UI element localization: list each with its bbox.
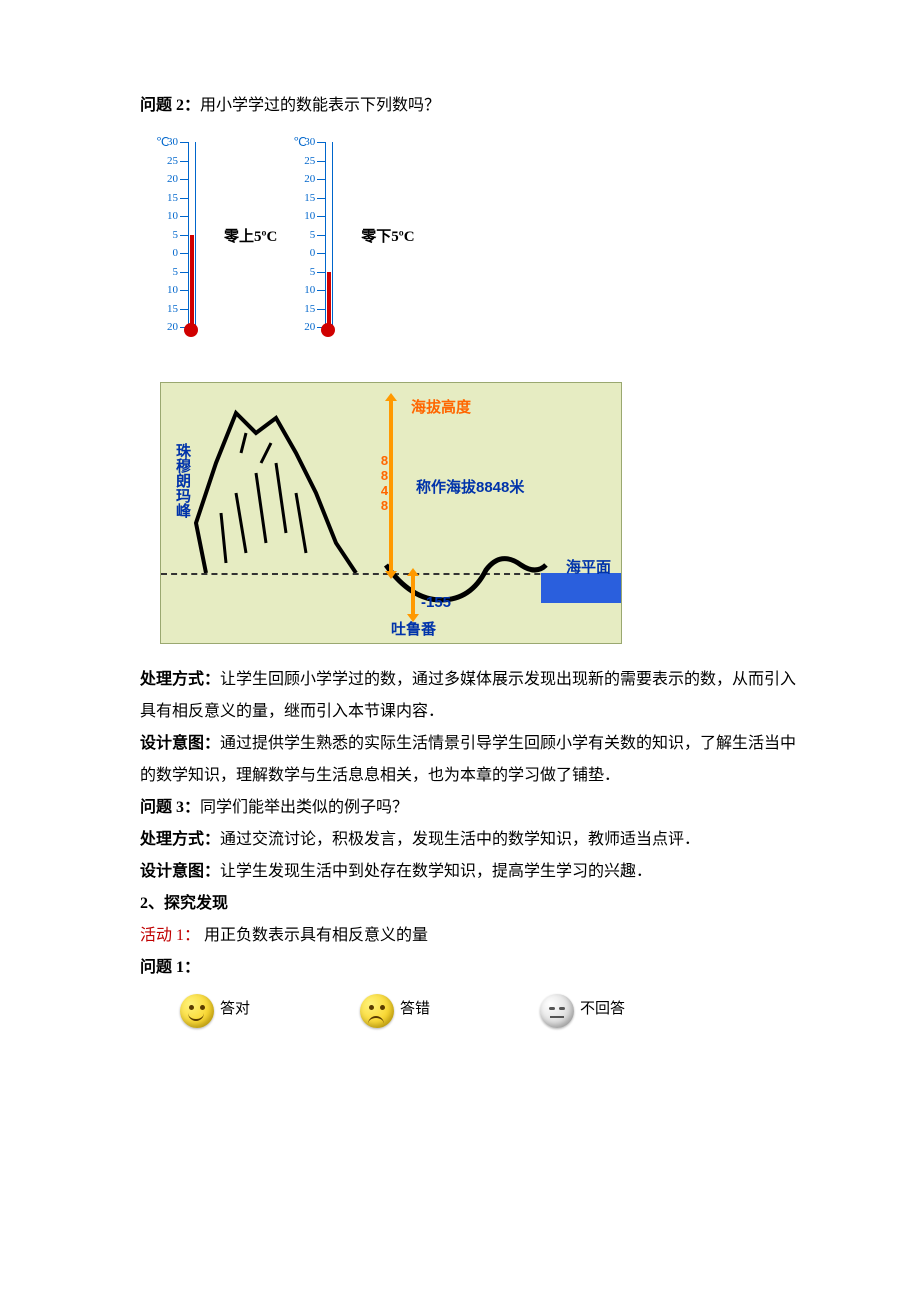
thermometer-right-label: 零下5ºC: [361, 222, 414, 252]
sad-face-icon: [360, 994, 394, 1028]
sad-label: 答错: [400, 994, 430, 1028]
neutral-label: 不回答: [580, 994, 625, 1028]
emoji-sad-item: 答错: [360, 994, 430, 1028]
question-1b-label: 问题 1：: [140, 952, 800, 984]
neutral-face-icon: [540, 994, 574, 1028]
altitude-figure: 珠穆朗玛峰 海拔高度 8848 称作海拔8848米 -155 吐鲁番 海平面: [160, 382, 622, 644]
question-2-text: 用小学学过的数能表示下列数吗？: [200, 97, 440, 114]
question-3-label: 问题 3：: [140, 799, 200, 816]
emoji-row: 答对 答错 不回答: [140, 994, 800, 1028]
intent-2-label: 设计意图：: [140, 863, 220, 880]
thermometer-left-label: 零上5ºC: [224, 222, 277, 252]
bulb-left: [184, 323, 198, 337]
ticks-right: 3025201510505101520: [307, 142, 325, 327]
emoji-happy-item: 答对: [180, 994, 250, 1028]
intent-2-text: 让学生发现生活中到处存在数学知识，提高学生学习的兴趣．: [220, 863, 652, 880]
thermometer-right: ℃ 3025201510505101520: [307, 132, 347, 352]
sea-level-label: 海平面: [566, 553, 611, 583]
peak-text: 称作海拔8848米: [416, 473, 524, 503]
question-3-text: 同学们能举出类似的例子吗？: [200, 799, 408, 816]
fill-right: [327, 272, 331, 328]
intent-1-text: 通过提供学生熟悉的实际生活情景引导学生回顾小学有关数的知识，了解生活当中的数学知…: [140, 735, 796, 784]
handling-2-text: 通过交流讨论，积极发言，发现生活中的数学知识，教师适当点评．: [220, 831, 700, 848]
happy-label: 答对: [220, 994, 250, 1028]
activity-1-text: 用正负数表示具有相反意义的量: [200, 927, 428, 944]
peak-name: 珠穆朗玛峰: [167, 443, 197, 518]
peak-value: 8848: [371, 453, 397, 513]
thermometer-left-block: ℃ 3025201510505101520 零上5ºC: [170, 132, 277, 352]
altitude-title: 海拔高度: [411, 393, 471, 423]
stem-left: [188, 142, 196, 327]
fill-left: [190, 235, 194, 328]
intent-1: 设计意图：通过提供学生熟悉的实际生活情景引导学生回顾小学有关数的知识，了解生活当…: [140, 728, 800, 792]
handling-1-text: 让学生回顾小学学过的数，通过多媒体展示发现出现新的需要表示的数，从而引入具有相反…: [140, 671, 796, 720]
basin-value: -155: [421, 588, 451, 618]
handling-1: 处理方式：让学生回顾小学学过的数，通过多媒体展示发现出现新的需要表示的数，从而引…: [140, 664, 800, 728]
handling-2: 处理方式：通过交流讨论，积极发言，发现生活中的数学知识，教师适当点评．: [140, 824, 800, 856]
basin-arrow: [411, 576, 415, 614]
handling-1-label: 处理方式：: [140, 671, 220, 688]
section-2-title: 2、探究发现: [140, 888, 800, 920]
question-2: 问题 2：用小学学过的数能表示下列数吗？: [140, 90, 800, 122]
emoji-neutral-item: 不回答: [540, 994, 625, 1028]
happy-face-icon: [180, 994, 214, 1028]
question-2-label: 问题 2：: [140, 97, 200, 114]
ticks-left: 3025201510505101520: [170, 142, 188, 327]
bulb-right: [321, 323, 335, 337]
thermometer-left: ℃ 3025201510505101520: [170, 132, 210, 352]
mountain-icon: [186, 403, 376, 593]
handling-2-label: 处理方式：: [140, 831, 220, 848]
question-3: 问题 3：同学们能举出类似的例子吗？: [140, 792, 800, 824]
activity-1: 活动 1： 用正负数表示具有相反意义的量: [140, 920, 800, 952]
basin-name: 吐鲁番: [391, 615, 436, 645]
basin-icon: [381, 545, 551, 615]
thermometer-right-block: ℃ 3025201510505101520 零下5ºC: [307, 132, 414, 352]
intent-1-label: 设计意图：: [140, 735, 220, 752]
intent-2: 设计意图：让学生发现生活中到处存在数学知识，提高学生学习的兴趣．: [140, 856, 800, 888]
thermometer-figure: ℃ 3025201510505101520 零上5ºC ℃ 3025201510…: [140, 122, 800, 372]
stem-right: [325, 142, 333, 327]
activity-1-label: 活动 1：: [140, 927, 200, 944]
